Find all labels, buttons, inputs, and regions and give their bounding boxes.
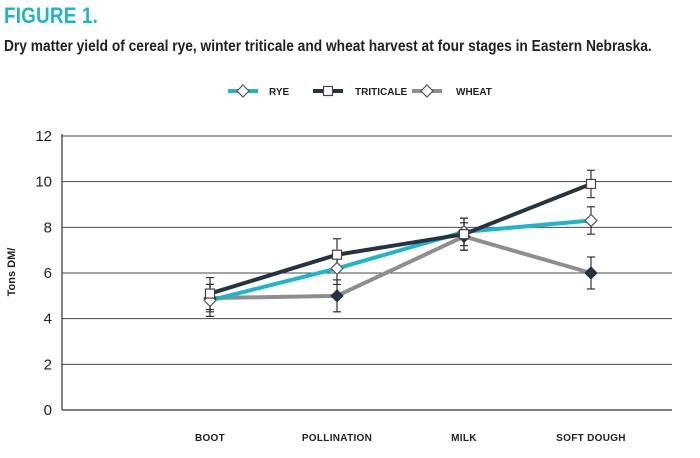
gridlines (62, 135, 672, 365)
y-tick-label: 8 (44, 219, 52, 236)
y-tick-label: 6 (44, 265, 52, 282)
axes: 0 2 4 6 8 10 12 BOOT POLLINATION MILK SOFT DOUGH (35, 128, 672, 444)
data-point-wheat (330, 289, 344, 303)
data-markers (203, 178, 598, 308)
legend-marker-wheat (420, 84, 434, 98)
x-tick-label: BOOT (195, 433, 225, 444)
data-point-wheat (584, 266, 598, 280)
x-tick-label: MILK (451, 433, 477, 444)
y-tick-label: 2 (44, 356, 52, 373)
series-line-triticale (209, 182, 592, 296)
series-line-wheat (209, 234, 592, 301)
series-lines (209, 182, 592, 303)
y-tick-label: 0 (44, 402, 52, 419)
legend-item-rye: RYE (228, 84, 290, 98)
figure-label: FIGURE 1. (4, 3, 99, 28)
chart-title: Dry matter yield of cereal rye, winter t… (4, 38, 652, 55)
y-tick-label: 10 (35, 174, 52, 191)
legend-marker-rye (236, 84, 250, 98)
y-tick-label: 4 (44, 311, 52, 328)
legend: RYE TRITICALE WHEAT (228, 84, 492, 98)
y-tick-label: 12 (35, 128, 52, 145)
data-point-triticale (331, 249, 343, 260)
legend-marker-triticale (322, 85, 334, 97)
series-line-rye (209, 218, 592, 303)
legend-label-rye: RYE (269, 87, 290, 98)
y-axis-label: Tons DM/ (6, 248, 18, 297)
legend-item-wheat: WHEAT (412, 84, 492, 98)
data-point-rye (330, 261, 344, 276)
data-point-triticale (458, 229, 470, 240)
data-point-rye (584, 213, 598, 228)
data-point-triticale (204, 288, 216, 299)
legend-label-triticale: TRITICALE (355, 87, 408, 98)
legend-label-wheat: WHEAT (456, 87, 492, 98)
data-point-triticale (585, 178, 597, 190)
legend-item-triticale: TRITICALE (313, 85, 408, 98)
x-tick-label: SOFT DOUGH (556, 433, 626, 444)
x-tick-label: POLLINATION (302, 433, 372, 444)
